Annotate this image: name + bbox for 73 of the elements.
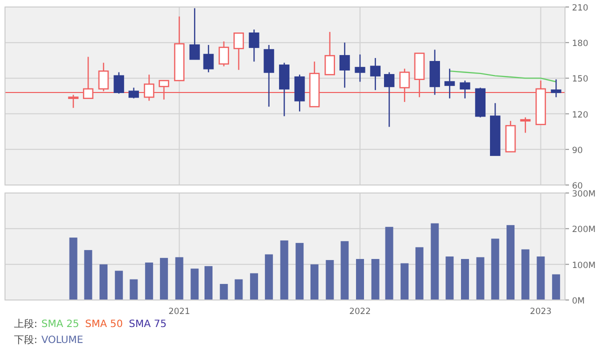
text: 下段:: [14, 334, 38, 346]
bar: [552, 274, 560, 300]
bar: [521, 249, 530, 300]
candlestick: [128, 87, 139, 99]
candlestick: [384, 72, 394, 128]
bar: [280, 240, 288, 300]
bar: [356, 258, 364, 300]
bar: [100, 264, 108, 300]
y-tick-label: 150: [572, 74, 588, 85]
bar: [506, 225, 515, 300]
y-tick-label: 120: [572, 110, 588, 120]
candlestick: [444, 68, 455, 99]
bar: [340, 241, 349, 300]
bar: [145, 262, 154, 300]
bar: [130, 279, 138, 300]
bar: [190, 268, 199, 300]
bar: [250, 273, 258, 300]
x-tick-label: 2022: [349, 307, 371, 317]
y-tick-label: 100M: [572, 260, 596, 271]
bar: [460, 258, 469, 300]
candlestick: [294, 74, 305, 112]
bar: [371, 258, 380, 300]
bar: [400, 263, 409, 300]
candlestick: [460, 80, 470, 99]
y-tick-label: 200M: [572, 225, 596, 236]
legend-label: SMA 75: [128, 319, 167, 330]
bar: [69, 238, 78, 300]
candlestick: [114, 72, 124, 94]
bar: [220, 284, 228, 300]
y-tick-label: 210: [572, 4, 588, 14]
line-series: [449, 70, 557, 82]
candlestick: [370, 57, 381, 91]
candlestick: [550, 78, 562, 98]
bar: [415, 247, 424, 300]
legend-label: SMA 50: [85, 319, 123, 330]
candlestick: [203, 44, 214, 73]
bar: [114, 270, 123, 300]
candlestick: [264, 44, 274, 108]
bar: [476, 257, 484, 300]
y-tick-label: 60: [572, 182, 583, 192]
candlestick: [324, 31, 336, 76]
bar: [175, 257, 184, 300]
bar: [296, 242, 304, 300]
text: 上段:: [14, 318, 38, 330]
candlestick: [520, 116, 531, 134]
bar: [536, 256, 545, 300]
x-tick-label: 2023: [530, 307, 552, 317]
candlestick: [339, 42, 350, 88]
bar: [491, 238, 500, 300]
bar: [264, 254, 273, 300]
bar: [430, 223, 439, 300]
candlestick: [279, 62, 290, 117]
y-tick-label: 180: [572, 39, 588, 50]
bar: [84, 250, 92, 300]
candlestick: [68, 94, 79, 108]
bar: [385, 226, 394, 300]
bar: [446, 256, 454, 300]
candlestick: [234, 32, 244, 70]
bar: [234, 279, 243, 300]
candlestick: [248, 28, 260, 62]
candlestick: [354, 54, 366, 82]
candlestick: [218, 40, 230, 67]
y-tick-label: 0M: [572, 296, 585, 306]
bar: [204, 266, 212, 300]
bar: [326, 260, 334, 300]
candlestick: [189, 8, 200, 60]
y-tick-label: 300M: [572, 190, 596, 200]
text: VOLUME: [41, 335, 84, 346]
text: SMA 25: [41, 319, 80, 330]
x-tick-label: 2021: [168, 307, 190, 317]
bar: [310, 264, 318, 300]
y-tick-label: 90: [572, 146, 583, 156]
bar: [160, 258, 168, 300]
